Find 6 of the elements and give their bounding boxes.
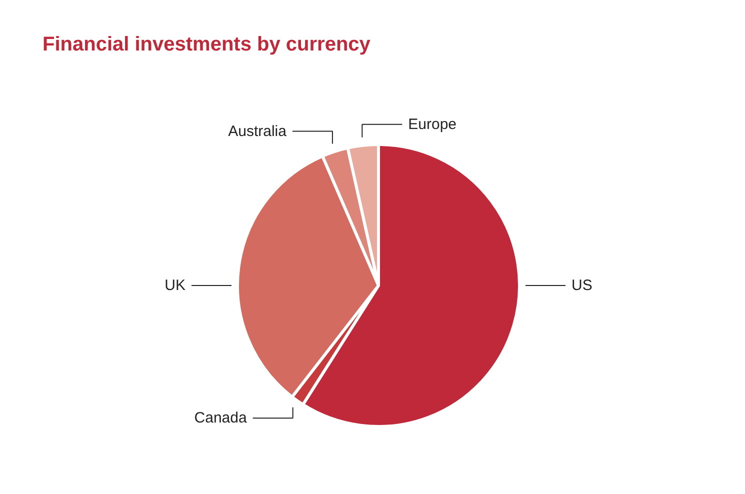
- chart-title: Financial investments by currency: [42, 34, 372, 56]
- slice-label: Canada: [194, 410, 248, 427]
- slice-label: Europe: [408, 116, 457, 133]
- slice-label: UK: [164, 277, 186, 294]
- slice-label: US: [572, 277, 592, 294]
- slice-label: Australia: [228, 122, 288, 140]
